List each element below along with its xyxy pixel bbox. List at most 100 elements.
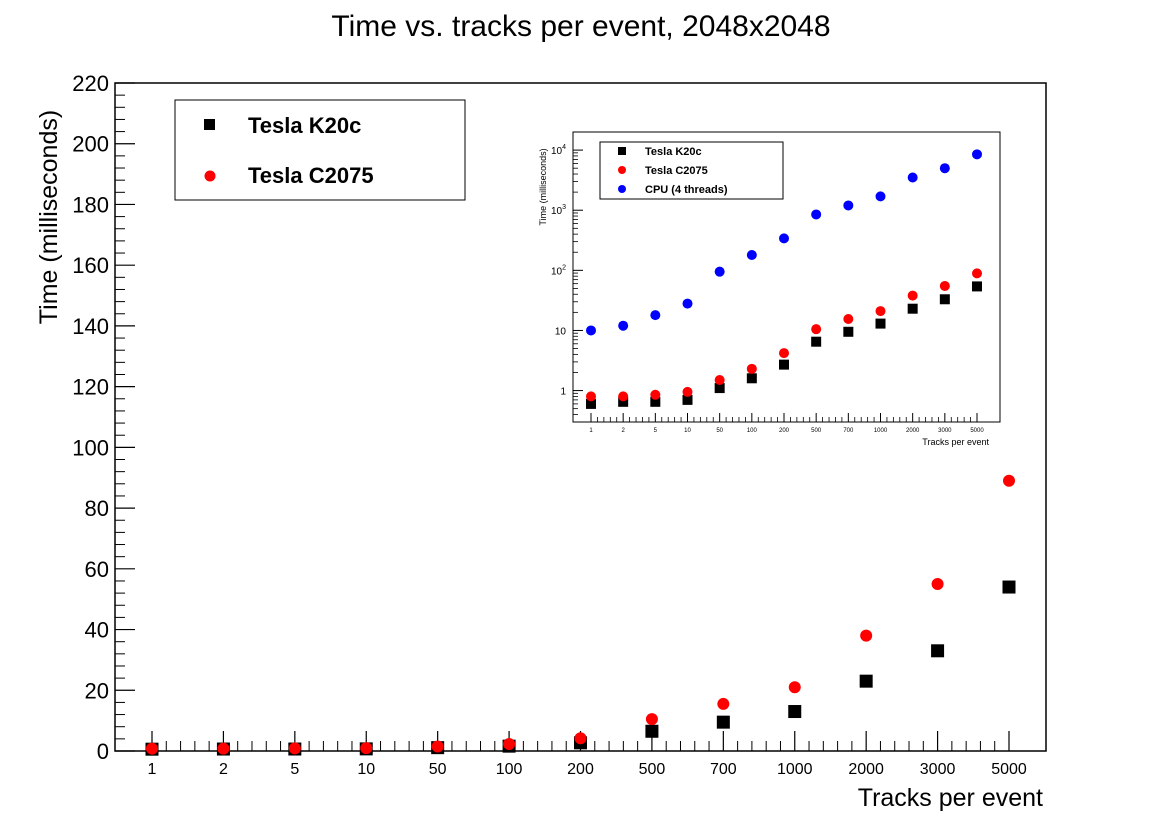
inset-y-tick-label: 10 (555, 326, 567, 337)
inset-x-tick-label: 10 (684, 428, 691, 434)
inset-x-tick-label: 700 (843, 428, 854, 434)
main-y-tick-label: 0 (97, 739, 109, 764)
point-c2075 (1003, 474, 1015, 487)
inset-point-c2075 (907, 290, 918, 301)
inset-point-k20c (618, 396, 629, 407)
legend-marker-k20c (204, 119, 215, 130)
inset-point-k20c (972, 281, 982, 292)
inset-x-tick-label: 200 (779, 428, 790, 434)
inset-point-k20c (843, 326, 854, 337)
inset-legend-marker-k20c (618, 147, 626, 155)
inset-y-tick-label: 102 (551, 264, 566, 277)
inset-y-tick-exponent: 2 (562, 264, 566, 271)
inset-point-c2075 (779, 348, 789, 359)
inset-legend: Tesla K20c Tesla C2075 CPU (4 threads) (599, 141, 784, 200)
main-legend: Tesla K20c Tesla C2075 (174, 99, 466, 201)
main-legend-frame (174, 99, 466, 201)
y-axis-label: Time (milliseconds) (35, 110, 63, 324)
main-x-tick-label: 1 (148, 761, 157, 778)
point-c2075 (146, 742, 158, 755)
inset-legend-label-cpu: CPU (4 threads) (645, 184, 728, 196)
main-y-axis: 0 20 40 60 80 100 120 140 160 180 200 220 (72, 71, 135, 764)
inset-point-c2075 (586, 391, 596, 402)
inset-point-k20c (746, 373, 757, 384)
inset-x-tick-label: 3000 (938, 428, 952, 434)
inset-y-tick-base: 10 (551, 146, 563, 157)
point-k20c (859, 674, 873, 688)
inset-x-tick-label: 50 (716, 428, 723, 434)
inset-x-tick-label: 500 (811, 428, 822, 434)
inset-point-c2075 (682, 386, 693, 397)
point-k20c (931, 644, 945, 658)
inset-point-cpu (746, 249, 757, 260)
main-y-tick-label: 40 (85, 618, 109, 643)
inset-y-tick-exponent: 4 (562, 144, 566, 151)
main-x-tick-label: 2000 (848, 761, 884, 778)
main-x-tick-label: 5 (290, 761, 299, 778)
inset-y-tick-base: 10 (555, 326, 567, 337)
main-y-tick-label: 220 (72, 71, 109, 96)
point-k20c (716, 715, 730, 729)
point-c2075 (360, 742, 373, 755)
inset-x-tick-label: 5 (654, 428, 658, 434)
inset-point-cpu (811, 209, 822, 220)
main-x-tick-label: 1000 (777, 761, 813, 778)
inset-point-cpu (618, 320, 629, 331)
inset-x-axis: 1 2 5 10 50 100 200 500 700 1000 2000 3000 5000 (589, 413, 984, 434)
inset-point-cpu (843, 200, 854, 211)
inset-point-c2075 (875, 306, 886, 317)
main-y-tick-label: 160 (72, 253, 109, 278)
main-x-tick-label: 700 (710, 761, 737, 778)
point-c2075 (788, 681, 801, 694)
inset-point-k20c (714, 383, 725, 394)
main-y-tick-label: 200 (72, 132, 109, 157)
inset-plot-frame (572, 131, 1001, 423)
point-c2075 (717, 697, 730, 710)
inset-point-c2075 (714, 374, 725, 385)
inset-point-c2075 (939, 280, 950, 291)
inset-point-c2075 (843, 314, 854, 325)
inset-point-c2075 (972, 268, 982, 279)
inset-legend-label-k20c: Tesla K20c (645, 146, 702, 158)
inset-point-k20c (875, 318, 886, 329)
point-c2075 (503, 738, 516, 751)
inset-x-tick-label: 100 (747, 428, 758, 434)
point-k20c (1002, 580, 1016, 594)
inset-point-c2075 (618, 391, 629, 402)
inset-point-cpu (650, 310, 661, 321)
inset-y-tick-label: 104 (551, 144, 566, 157)
inset-point-k20c (586, 398, 596, 409)
point-c2075 (217, 742, 230, 755)
inset-legend-marker-c2075 (618, 166, 626, 174)
point-c2075 (645, 713, 658, 726)
inset-x-tick-label: 2000 (906, 428, 920, 434)
inset-legend-frame (599, 141, 784, 200)
inset-point-cpu (682, 298, 693, 309)
inset-point-k20c (907, 303, 918, 314)
inset-point-k20c (779, 359, 789, 370)
point-k20c (788, 705, 802, 719)
inset-y-axis-label: Time (milliseconds) (538, 148, 548, 225)
inset-y-tick-base: 10 (551, 206, 563, 217)
inset-x-tick-label: 1000 (874, 428, 888, 434)
main-y-tick-label: 80 (85, 496, 109, 521)
inset-y-tick-label: 1 (560, 387, 566, 398)
inset-point-c2075 (811, 324, 822, 335)
inset-point-k20c (811, 336, 822, 347)
main-x-tick-label: 5000 (991, 761, 1027, 778)
legend-label-k20c: Tesla K20c (248, 113, 361, 138)
inset-legend-label-c2075: Tesla C2075 (645, 165, 708, 177)
main-y-tick-label: 100 (72, 435, 109, 460)
inset-point-cpu (972, 149, 982, 160)
inset-point-c2075 (650, 389, 661, 400)
inset-x-axis-label: Tracks per event (922, 437, 989, 447)
x-axis-label: Tracks per event (858, 784, 1043, 812)
inset-point-k20c (939, 294, 950, 305)
inset-x-tick-label: 2 (621, 428, 625, 434)
inset-point-k20c (650, 396, 661, 407)
inset-y-tick-base: 10 (551, 266, 563, 277)
main-y-tick-label: 120 (72, 375, 109, 400)
point-k20c (645, 724, 659, 738)
